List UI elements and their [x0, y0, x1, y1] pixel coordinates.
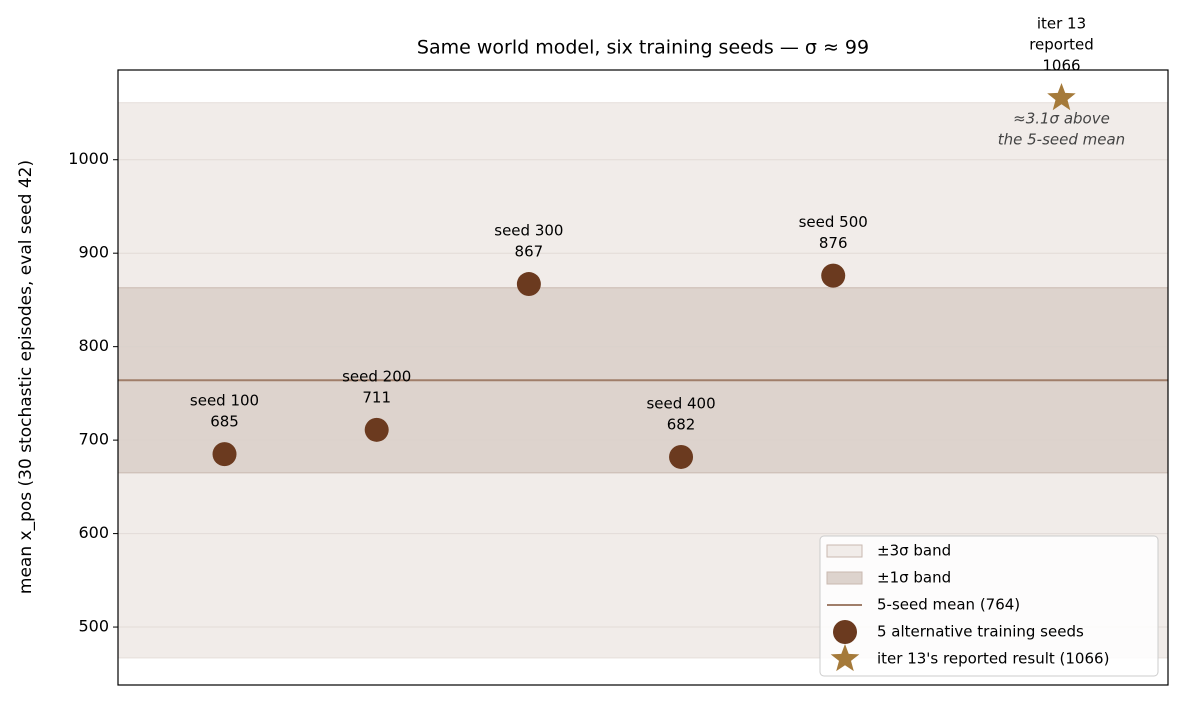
point-label: seed 200 [342, 367, 411, 385]
value-label: 682 [667, 415, 696, 433]
legend-label: 5 alternative training seeds [877, 623, 1084, 641]
annotation: the 5-seed mean [998, 131, 1125, 149]
legend: ±3σ band ±1σ band 5-seed mean (764) 5 alter… [819, 535, 1159, 677]
point [516, 272, 541, 297]
value-label: 876 [819, 234, 848, 252]
value-label: 867 [515, 243, 544, 261]
legend-swatch [833, 620, 857, 644]
point-label: seed 400 [646, 394, 715, 412]
y-tick-label: 700 [78, 430, 109, 449]
legend-swatch [830, 644, 860, 672]
point [364, 417, 389, 442]
legend-label: ±1σ band [877, 569, 951, 587]
point-label: seed 100 [190, 392, 259, 410]
value-label: 711 [362, 388, 391, 406]
legend-label: ±3σ band [877, 542, 951, 560]
legend-label: iter 13's reported result (1066) [877, 650, 1109, 668]
point-label: iter 13 [1037, 15, 1086, 33]
legend-swatch [826, 544, 863, 558]
y-axis-label: mean x_pos (30 stochastic episodes, eval… [16, 160, 36, 594]
legend-swatch [826, 571, 863, 585]
annotation: ≈3.1σ above [1013, 110, 1110, 128]
point [212, 442, 237, 467]
y-tick-label: 600 [78, 523, 109, 542]
plot-frame [117, 69, 1169, 686]
star-point [1047, 83, 1076, 111]
legend-label: 5-seed mean (764) [877, 596, 1020, 614]
value-label: 1066 [1042, 57, 1080, 75]
point-label: reported [1029, 36, 1094, 54]
y-tick-label: 900 [78, 243, 109, 262]
y-tick-label: 500 [78, 617, 109, 636]
legend-box [819, 535, 1159, 677]
y-tick-label: 1000 [68, 149, 109, 168]
y-tick-label: 800 [78, 336, 109, 355]
point [669, 444, 694, 469]
point-label: seed 500 [799, 213, 868, 231]
chart-title: Same world model, six training seeds — σ… [417, 37, 869, 59]
value-label: 685 [210, 413, 239, 431]
point-label: seed 300 [494, 222, 563, 240]
point [821, 263, 846, 288]
